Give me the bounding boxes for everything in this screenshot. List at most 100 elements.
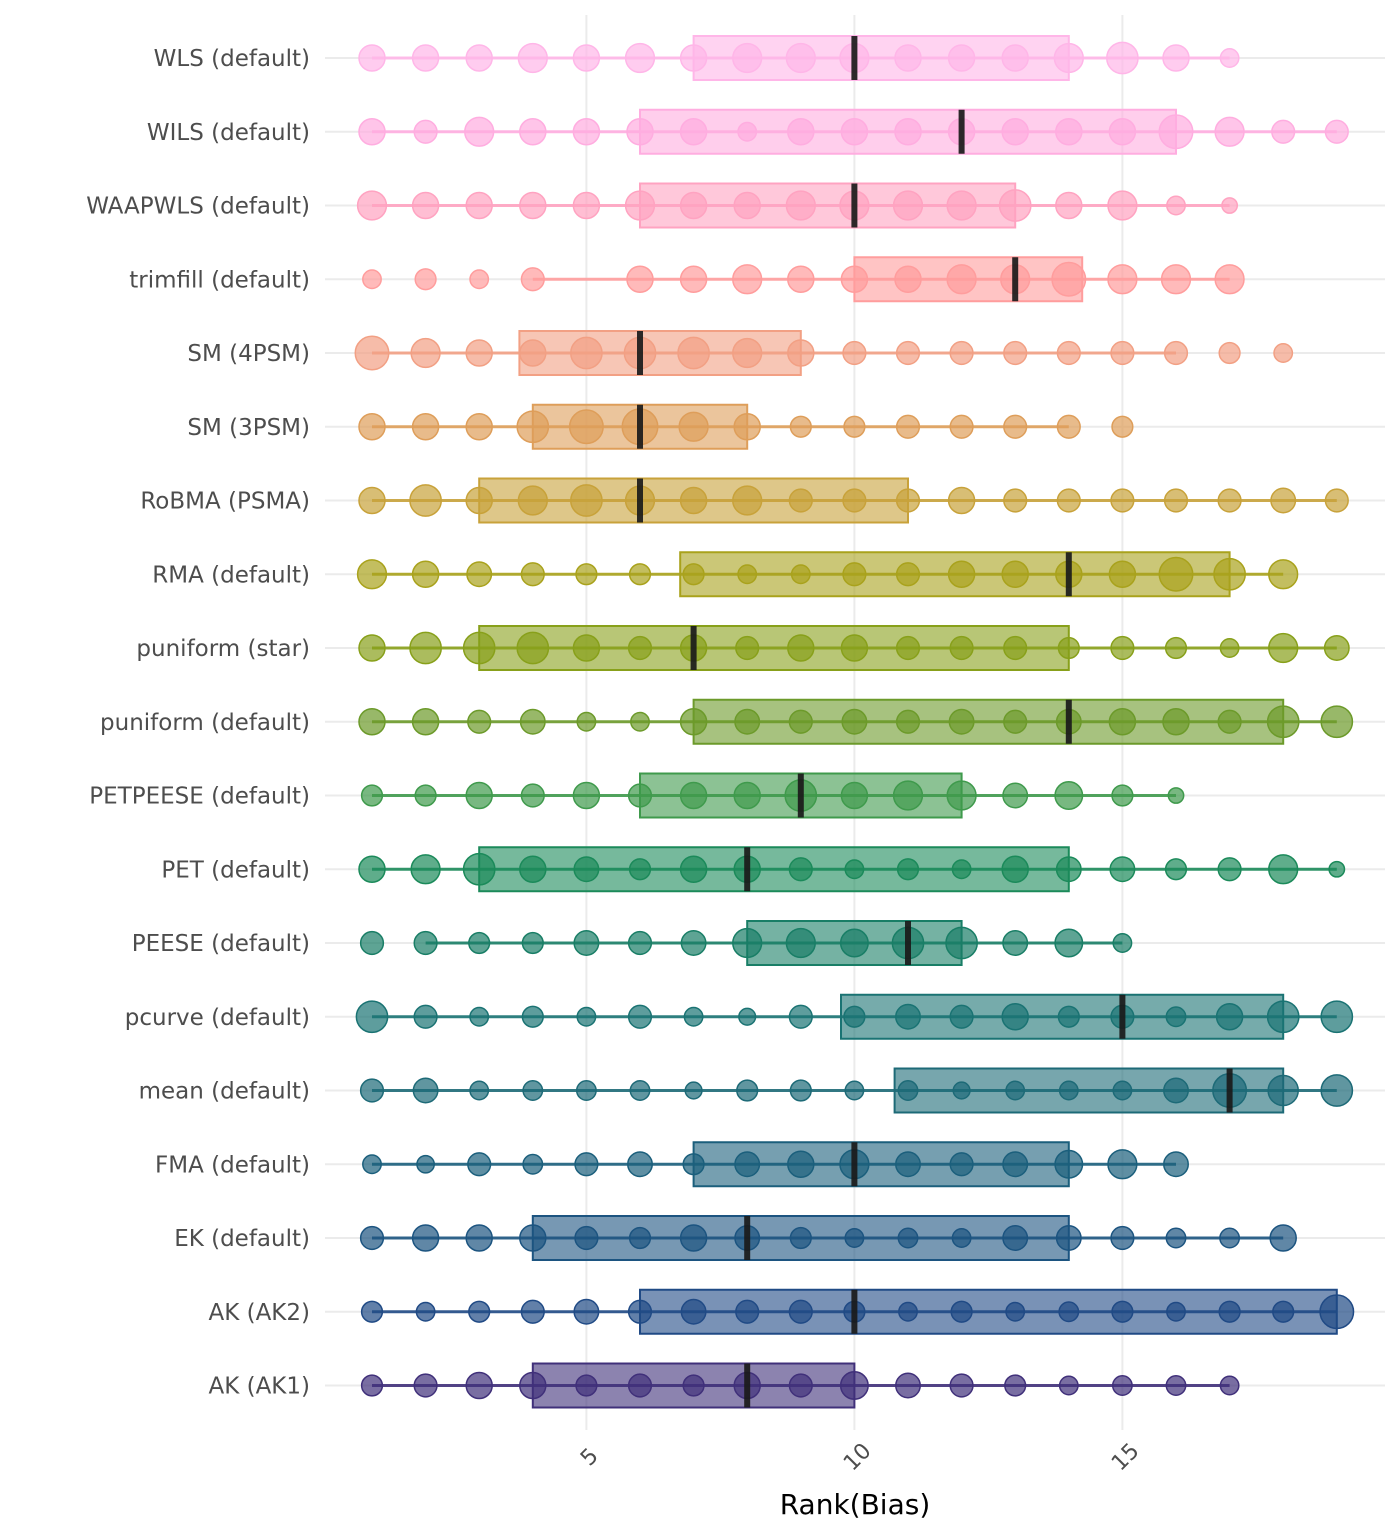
rank-point [679, 486, 708, 515]
rank-point [1058, 1080, 1079, 1101]
rank-point [1003, 340, 1028, 366]
median-mark [744, 847, 751, 892]
rank-point [519, 1224, 547, 1252]
rank-point [1217, 857, 1242, 882]
rank-point [785, 42, 816, 74]
rank-point [788, 1373, 813, 1398]
rank-point [1005, 1080, 1026, 1101]
y-axis-label: pcurve (default) [125, 1005, 310, 1031]
rank-point [519, 855, 547, 884]
rank-point [358, 855, 386, 884]
rank-point [627, 783, 653, 808]
median-mark [797, 773, 804, 818]
y-axis-label: AK (AK1) [208, 1374, 310, 1400]
rank-point [895, 635, 921, 661]
rank-point [409, 484, 442, 517]
rank-point [1268, 854, 1299, 885]
rank-point [1112, 1080, 1133, 1101]
y-axis-label: WAAPWLS (default) [86, 194, 310, 220]
rank-point [1107, 264, 1138, 295]
rank-point [949, 1373, 974, 1398]
rank-point [732, 42, 763, 74]
rank-point [522, 1153, 544, 1175]
median-mark [637, 478, 643, 523]
rank-point [1056, 488, 1081, 513]
rank-point [1158, 114, 1194, 150]
rank-point [785, 190, 816, 221]
rank-point [627, 635, 653, 661]
rank-point [1003, 709, 1028, 734]
rank-point [677, 336, 710, 370]
method-row [359, 1067, 1354, 1114]
rank-point [1111, 415, 1134, 438]
rank-point [737, 564, 758, 585]
rank-point [947, 560, 976, 589]
rank-point [952, 1081, 971, 1100]
rank-point [521, 1005, 544, 1028]
rank-point [1003, 635, 1028, 661]
method-row [358, 698, 1354, 745]
rank-point [624, 190, 656, 221]
rank-point [568, 409, 604, 445]
rank-point [949, 1152, 974, 1177]
rank-point [735, 635, 760, 661]
rank-point [465, 781, 493, 810]
y-axis-label: SM (3PSM) [187, 415, 310, 441]
rank-point [844, 1228, 865, 1248]
rank-point [516, 410, 550, 444]
y-axis-label: PETPEESE (default) [89, 784, 310, 810]
rank-point [362, 269, 382, 290]
rank-point [469, 269, 490, 290]
rank-point [1002, 782, 1029, 809]
rank-point [468, 931, 491, 955]
y-axis-label: RoBMA (PSMA) [140, 489, 310, 515]
rank-point [1111, 784, 1134, 807]
rank-point [1213, 557, 1246, 591]
rank-point [469, 1080, 490, 1101]
rank-point [790, 564, 811, 585]
rank-point [895, 1003, 921, 1030]
x-axis-title: Rank(Bias) [780, 1488, 931, 1521]
y-axis-label: SM (4PSM) [187, 341, 310, 367]
rank-point [355, 1000, 389, 1034]
rank-point [570, 484, 603, 517]
iqr-box [692, 698, 1285, 745]
rank-point [1055, 191, 1083, 220]
rank-point [682, 563, 705, 586]
rank-point [945, 926, 978, 960]
rank-point [414, 784, 437, 807]
rank-point [1112, 933, 1133, 953]
median-mark [851, 1142, 858, 1187]
rank-point [465, 339, 493, 367]
rank-point [410, 854, 441, 885]
median-mark [958, 109, 965, 154]
rank-point [358, 44, 386, 72]
rank-point [897, 1080, 919, 1101]
rank-point [1001, 1002, 1029, 1031]
rank-point [787, 1150, 815, 1179]
rank-point [789, 1226, 812, 1250]
rank-point [521, 931, 544, 955]
median-mark [637, 404, 643, 449]
rank-point [1215, 1002, 1244, 1031]
rank-point [840, 634, 869, 662]
y-axis-label: EK (default) [174, 1226, 310, 1252]
rank-point [1051, 261, 1087, 297]
rank-point [573, 930, 600, 956]
rank-point [520, 783, 545, 808]
rank-point [683, 1006, 704, 1027]
rank-point [951, 859, 972, 880]
rank-point [946, 780, 977, 811]
rank-point [411, 560, 440, 589]
rank-point [415, 1301, 436, 1322]
rank-point [679, 117, 708, 146]
rank-point [358, 412, 386, 441]
method-row [358, 477, 1349, 524]
rank-point [412, 1077, 439, 1104]
y-axis-label: AK (AK2) [208, 1300, 310, 1326]
median-mark [744, 1363, 751, 1408]
rank-point [413, 1373, 438, 1398]
rank-point [946, 190, 977, 221]
rank-point [684, 1081, 703, 1100]
iqr-box [478, 625, 1070, 671]
